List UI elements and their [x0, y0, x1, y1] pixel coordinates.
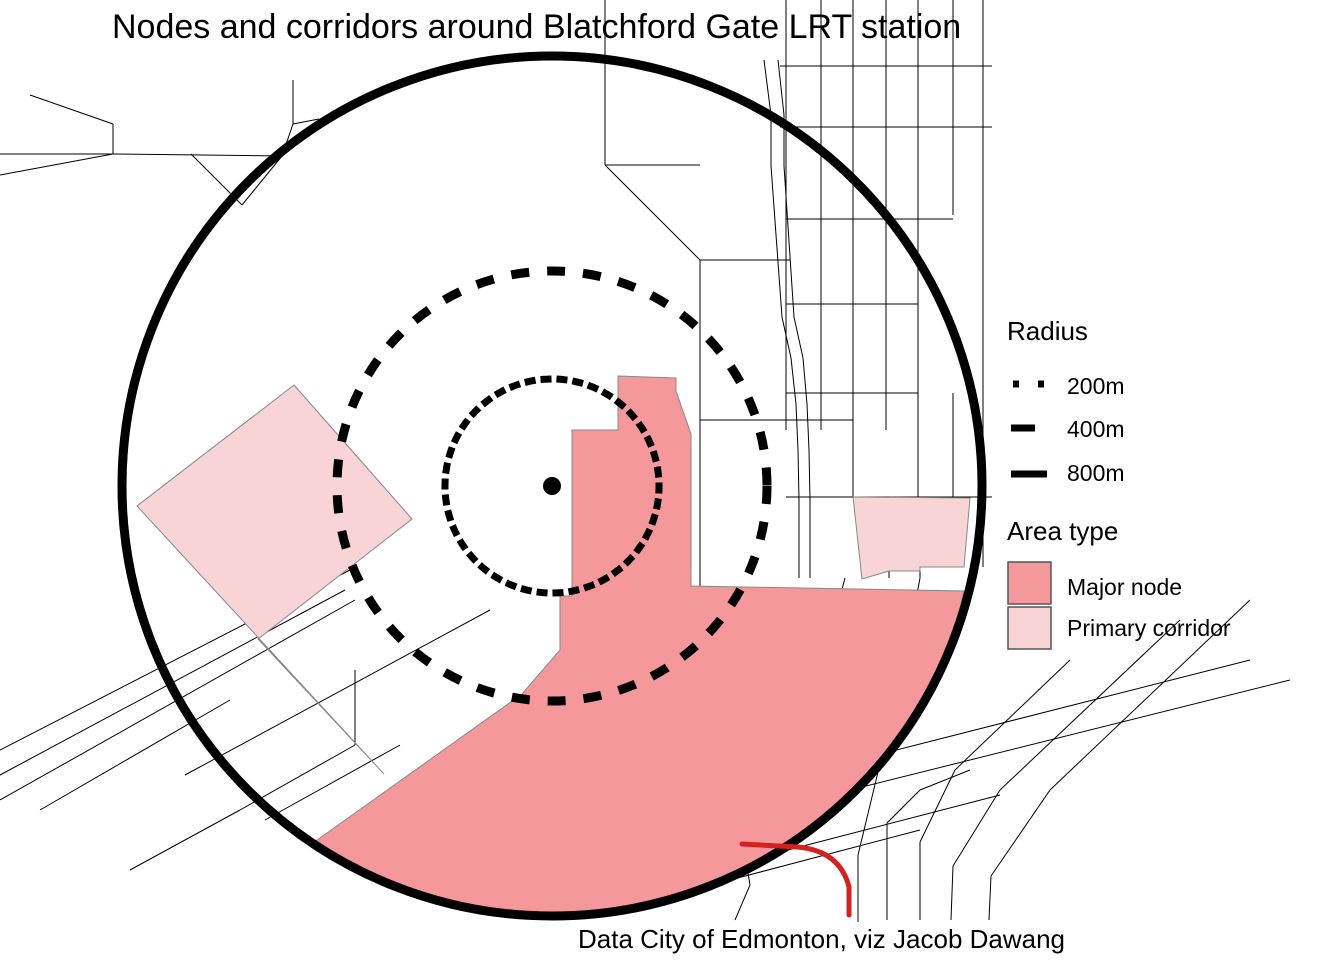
svg-text:400m: 400m — [1067, 416, 1125, 442]
svg-text:Major node: Major node — [1067, 574, 1182, 600]
svg-text:Area type: Area type — [1007, 516, 1118, 546]
svg-text:Primary corridor: Primary corridor — [1067, 615, 1231, 641]
svg-text:800m: 800m — [1067, 460, 1125, 486]
svg-text:200m: 200m — [1067, 373, 1125, 399]
svg-text:Radius: Radius — [1007, 316, 1088, 346]
